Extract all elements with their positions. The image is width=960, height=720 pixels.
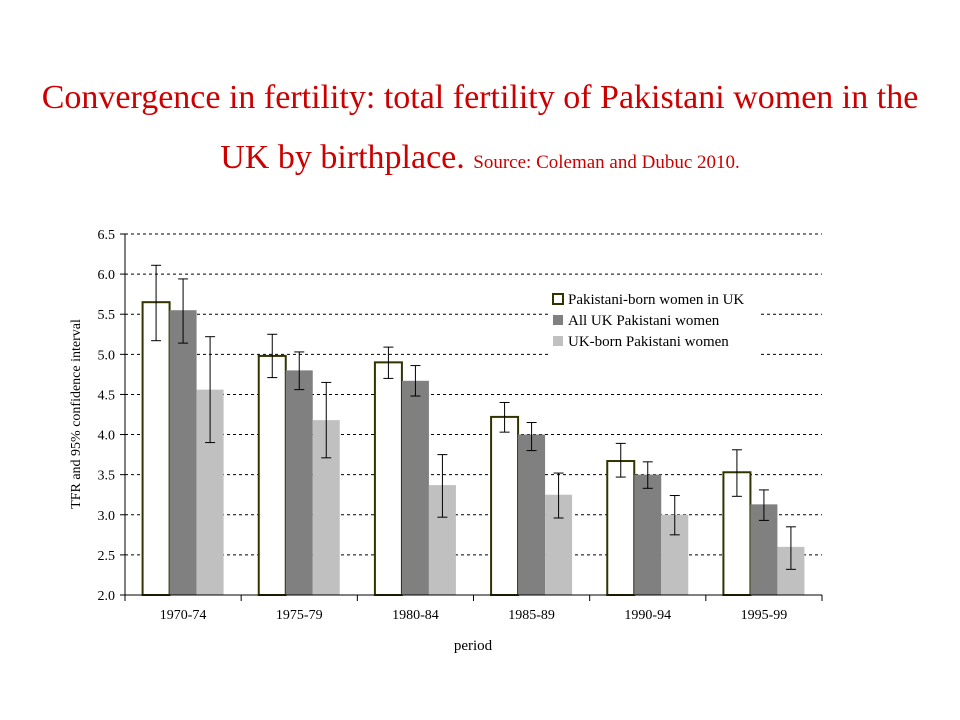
error-bar-series-3-1980-84 xyxy=(437,454,448,518)
error-bar-series-2-1990-94 xyxy=(642,461,653,489)
x-tick-label: 1990-94 xyxy=(624,608,671,623)
error-bars xyxy=(151,264,796,570)
slide-title: Convergence in fertility: total fertilit… xyxy=(40,68,920,193)
y-tick-label: 6.5 xyxy=(98,228,116,243)
x-axis-label: period xyxy=(454,638,493,654)
y-tick-label: 5.5 xyxy=(98,308,116,323)
x-tick-label: 1970-74 xyxy=(160,608,207,623)
error-bar-series-2-1980-84 xyxy=(410,365,421,397)
x-tick-label: 1980-84 xyxy=(392,608,439,623)
error-bar-series-1-1990-94 xyxy=(615,442,626,478)
y-tick-label: 4.5 xyxy=(98,388,116,403)
error-bar-series-1-1995-99 xyxy=(731,449,742,497)
error-bar-series-2-1985-89 xyxy=(526,422,537,452)
error-bar-series-2-1975-79 xyxy=(294,351,305,391)
y-tick-label: 2.0 xyxy=(98,589,116,604)
y-tick-label: 2.5 xyxy=(98,549,116,564)
bar-series-2-1970-74 xyxy=(169,310,197,595)
y-axis-label: TFR and 95% confidence interval xyxy=(69,319,84,509)
title-text: Convergence in fertility: total fertilit… xyxy=(41,79,919,176)
error-bar-series-1-1980-84 xyxy=(383,346,394,379)
error-bar-series-3-1975-79 xyxy=(321,381,332,459)
bar-series-1-1980-84 xyxy=(373,361,403,596)
legend: Pakistani-born women in UK All UK Pakista… xyxy=(549,290,759,355)
axes: 2.0 2.5 3.0 3.5 4.0 4.5 5.0 5.5 6.0 6.5 1970-74 197… xyxy=(98,228,823,623)
grid-lines xyxy=(125,233,822,556)
error-bar-series-2-1995-99 xyxy=(758,489,769,521)
y-tick-label: 4.0 xyxy=(98,429,116,444)
legend-swatch-3 xyxy=(553,336,563,346)
bar-series-1-1970-74 xyxy=(141,301,171,596)
bar-series-2-1990-94 xyxy=(634,474,662,595)
legend-swatch-1 xyxy=(552,293,564,305)
legend-label-1: Pakistani-born women in UK xyxy=(568,292,744,308)
y-tick-label: 3.5 xyxy=(98,469,116,484)
error-bar-series-3-1985-89 xyxy=(553,472,564,519)
error-bar-series-1-1975-79 xyxy=(267,333,278,379)
bar-series-1-1990-94 xyxy=(606,460,636,597)
error-bar-series-3-1970-74 xyxy=(205,336,216,444)
error-bar-series-1-1985-89 xyxy=(499,401,510,433)
y-tick-label: 5.0 xyxy=(98,348,116,363)
bar-series-2-1980-84 xyxy=(401,380,429,595)
legend-label-2: All UK Pakistani women xyxy=(568,313,720,329)
bar-series xyxy=(141,301,805,597)
legend-background xyxy=(549,290,759,355)
bar-series-1-1975-79 xyxy=(257,354,287,596)
bar-series-1-1985-89 xyxy=(490,415,520,597)
y-tick-label: 6.0 xyxy=(98,268,116,283)
error-bar-series-3-1995-99 xyxy=(785,526,796,570)
y-tick-label: 3.0 xyxy=(98,509,116,524)
error-bar-series-3-1990-94 xyxy=(669,495,680,536)
legend-swatch-2 xyxy=(553,315,563,325)
x-tick-label: 1995-99 xyxy=(741,608,788,623)
source-citation: Source: Coleman and Dubuc 2010. xyxy=(473,152,740,173)
bar-series-2-1975-79 xyxy=(285,370,313,595)
x-tick-label: 1975-79 xyxy=(276,608,323,623)
error-bar-series-1-1970-74 xyxy=(151,264,162,342)
legend-label-3: UK-born Pakistani women xyxy=(568,334,729,350)
bar-series-2-1985-89 xyxy=(518,434,546,595)
error-bar-series-2-1970-74 xyxy=(178,278,189,344)
x-tick-label: 1985-89 xyxy=(508,608,555,623)
